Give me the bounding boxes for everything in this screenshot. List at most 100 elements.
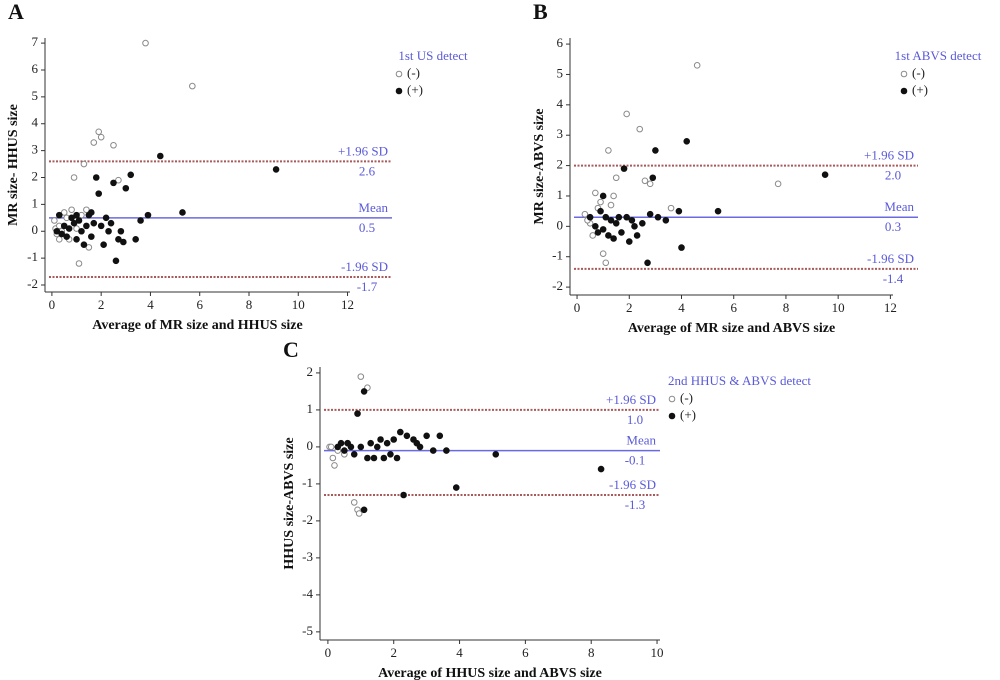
point: [68, 206, 75, 214]
x-tick-label: 2: [626, 300, 633, 315]
reference-value: 0.5: [359, 220, 375, 235]
point: [620, 165, 628, 172]
reference-name: +1.96 SD: [606, 392, 656, 407]
y-tick-label: 1: [307, 401, 314, 416]
point: [589, 232, 597, 239]
x-tick-label: 4: [678, 300, 685, 315]
point: [355, 510, 363, 517]
point: [115, 236, 122, 243]
point: [132, 236, 139, 243]
point: [337, 439, 345, 447]
point: [452, 484, 460, 491]
point: [55, 211, 63, 219]
panel-label: B: [533, 0, 548, 24]
point: [68, 214, 75, 222]
point: [58, 230, 66, 238]
point: [112, 257, 120, 265]
point: [75, 260, 83, 267]
x-tick-label: 10: [651, 645, 664, 660]
legend-label: (+): [680, 407, 696, 422]
point: [821, 171, 829, 179]
y-tick-label: -1: [552, 248, 563, 263]
point: [189, 82, 196, 90]
point: [102, 214, 110, 222]
x-axis-label: Average of MR size and ABVS size: [628, 321, 835, 336]
point: [641, 177, 649, 185]
point: [683, 137, 691, 145]
x-tick-label: 10: [832, 300, 845, 315]
point: [592, 189, 599, 197]
point: [156, 152, 164, 160]
point: [357, 443, 365, 451]
point: [373, 443, 381, 451]
point: [377, 436, 384, 443]
y-axis-label: MR size- HHUS size: [6, 104, 21, 226]
point: [75, 217, 83, 224]
point: [88, 233, 95, 240]
x-tick-label: 0: [49, 297, 56, 312]
point: [400, 491, 407, 499]
point: [631, 223, 638, 230]
point: [357, 373, 365, 380]
reference-value: -0.1: [625, 453, 646, 468]
point: [610, 235, 617, 242]
point: [615, 213, 623, 221]
point: [667, 204, 675, 212]
reference-name: Mean: [626, 433, 656, 448]
point: [144, 211, 152, 219]
point: [95, 128, 103, 136]
point: [599, 250, 607, 257]
point: [350, 499, 358, 506]
point: [364, 454, 371, 462]
point: [78, 227, 85, 235]
point: [83, 206, 90, 214]
y-tick-label: -5: [302, 623, 313, 638]
y-axis-label: HHUS size-ABVS size: [282, 437, 297, 569]
y-tick-label: -1: [302, 475, 313, 490]
x-tick-label: 0: [325, 645, 332, 660]
point: [97, 133, 105, 141]
point: [60, 222, 68, 230]
point: [646, 180, 654, 188]
x-tick-label: 6: [730, 300, 737, 315]
point: [272, 166, 280, 173]
point: [97, 222, 105, 230]
x-tick-label: 4: [456, 645, 463, 660]
y-tick-label: 0: [307, 438, 314, 453]
reference-value: 2.6: [359, 163, 376, 178]
point: [492, 451, 500, 458]
point: [597, 207, 604, 215]
point: [73, 225, 80, 232]
y-tick-label: -2: [27, 276, 38, 291]
point: [90, 139, 98, 146]
point: [597, 198, 604, 206]
reference-name: +1.96 SD: [338, 143, 388, 158]
x-axis-label: Average of HHUS size and ABVS size: [378, 666, 602, 680]
x-axis-label: Average of MR size and HHUS size: [92, 318, 302, 333]
point: [331, 462, 338, 469]
point: [380, 454, 388, 462]
point: [354, 410, 361, 417]
point: [429, 447, 437, 454]
y-tick-label: 1: [557, 187, 564, 202]
point: [179, 209, 186, 216]
y-tick-label: -2: [302, 512, 313, 527]
point: [383, 439, 391, 447]
reference-name: -1.96 SD: [867, 251, 914, 266]
point: [70, 174, 78, 181]
point: [55, 236, 63, 243]
point: [693, 62, 701, 69]
point: [714, 207, 722, 215]
y-tick-label: 0: [32, 222, 39, 237]
point: [53, 227, 61, 235]
x-tick-label: 12: [341, 297, 354, 312]
y-tick-label: 7: [32, 34, 39, 49]
point: [633, 232, 641, 239]
legend-marker: [395, 87, 403, 95]
reference-value: -1.4: [883, 271, 904, 286]
point: [105, 227, 112, 235]
reference-value: 1.0: [627, 412, 643, 427]
point: [605, 147, 612, 154]
point: [403, 432, 411, 440]
